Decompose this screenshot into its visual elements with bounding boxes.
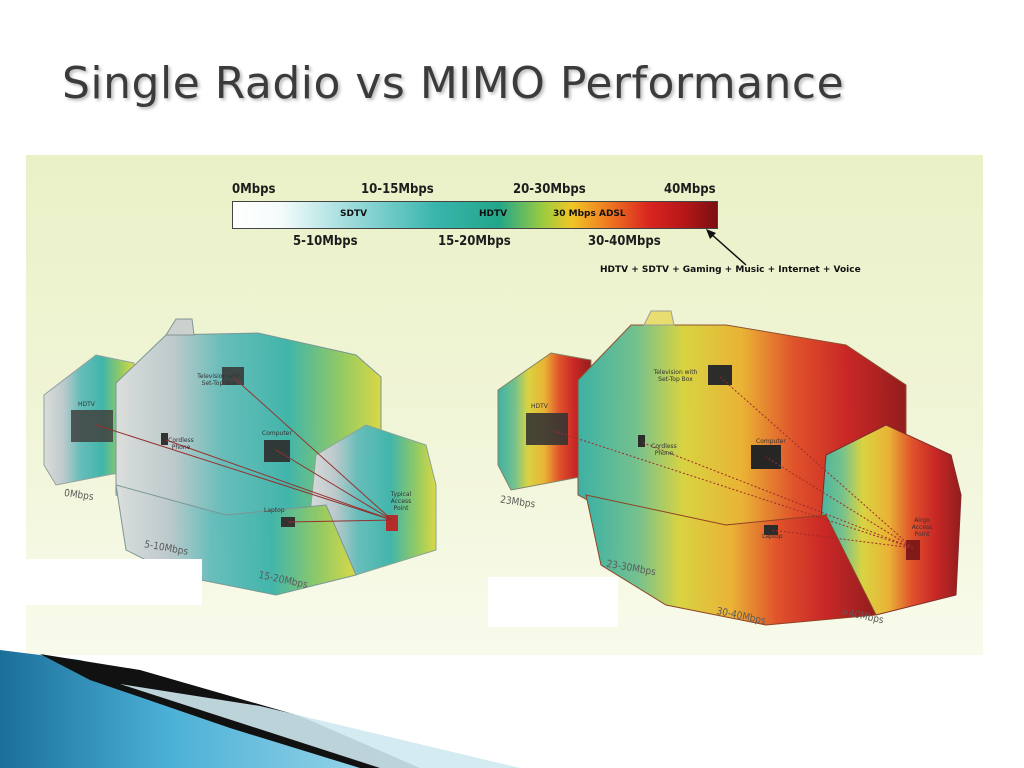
device-label: Laptop xyxy=(264,507,285,514)
device-label: Typical Access Point xyxy=(390,491,412,512)
device-label: Television with Set-Top Box xyxy=(653,369,698,383)
scale-top-label: 20-30Mbps xyxy=(513,182,586,197)
scale-top-label: 10-15Mbps xyxy=(361,182,434,197)
device-label: Laptop xyxy=(762,533,783,540)
slide-title: Single Radio vs MIMO Performance xyxy=(62,58,845,109)
scale-top-label: 0Mbps xyxy=(232,182,276,197)
device-label: Computer xyxy=(262,430,292,437)
mimo-house xyxy=(497,310,962,626)
device-label: Television with Set-Top Box xyxy=(197,373,241,387)
scale-top-label: 40Mbps xyxy=(664,182,716,197)
performance-figure: 0Mbps 10-15Mbps 20-30Mbps 40Mbps SDTV HD… xyxy=(26,155,983,655)
scale-annotation: HDTV + SDTV + Gaming + Music + Internet … xyxy=(600,265,861,275)
single-radio-house xyxy=(43,318,437,596)
blank-box xyxy=(488,577,618,627)
device-label: Cordless Phone xyxy=(168,437,194,451)
house-illustrations xyxy=(43,229,962,626)
annotation-arrow xyxy=(709,232,747,266)
device-label: HDTV xyxy=(531,403,548,410)
bar-label-hdtv: HDTV xyxy=(479,209,508,219)
device-label: Airgo Access Point xyxy=(911,517,933,538)
throughput-scale-bar: SDTV HDTV 30 Mbps ADSL xyxy=(232,201,718,229)
footer-swoosh xyxy=(0,650,520,768)
bar-label-sdtv: SDTV xyxy=(340,209,368,219)
scale-bottom-label: 5-10Mbps xyxy=(293,234,358,249)
device-label: Computer xyxy=(756,438,786,445)
device-label: Cordless Phone xyxy=(651,443,677,457)
bar-label-adsl: 30 Mbps ADSL xyxy=(553,209,626,219)
scale-bottom-label: 30-40Mbps xyxy=(588,234,661,249)
device-label: HDTV xyxy=(78,401,95,408)
scale-bottom-label: 15-20Mbps xyxy=(438,234,511,249)
blank-box xyxy=(26,559,202,605)
